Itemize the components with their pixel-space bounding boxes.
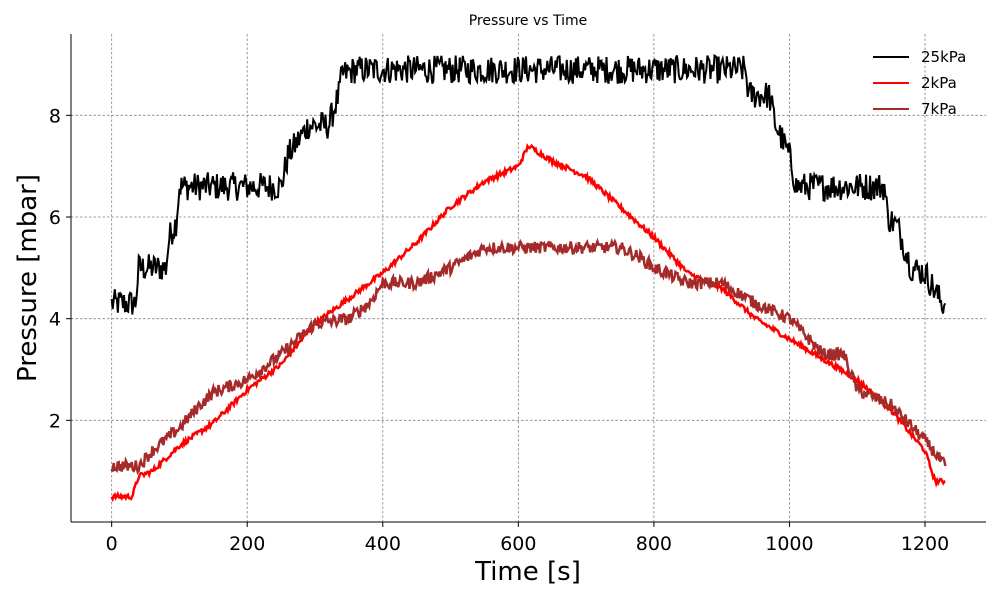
legend-label: 2kPa: [921, 74, 957, 92]
grid-lines: [71, 34, 986, 522]
series-lines: [110, 53, 947, 503]
y-tick-label: 4: [49, 309, 61, 331]
x-tick-label: 800: [636, 533, 672, 555]
x-tick-label: 200: [229, 533, 265, 555]
x-tick-label: 600: [500, 533, 536, 555]
x-tick-label: 0: [106, 533, 118, 555]
legend-label: 7kPa: [921, 100, 957, 118]
x-tick-label: 400: [365, 533, 401, 555]
legend-label: 25kPa: [921, 48, 966, 66]
series-line-2kpa: [110, 143, 946, 503]
x-tick-label: 1200: [901, 533, 949, 555]
y-axis-label: Pressure [mbar]: [13, 174, 43, 382]
legend: 25kPa 2kPa 7kPa: [873, 48, 966, 118]
x-tick-label: 1000: [765, 533, 813, 555]
x-axis-label: Time [s]: [474, 557, 581, 587]
y-tick-label: 8: [49, 105, 61, 127]
chart-title: Pressure vs Time: [469, 13, 588, 29]
series-line-7kpa: [110, 237, 947, 476]
series-line-25kpa: [110, 53, 947, 315]
axis-ticks: 0 200 400 600 800 1000 1200 2 4 6 8: [49, 105, 949, 555]
y-tick-label: 2: [49, 410, 61, 432]
y-tick-label: 6: [49, 207, 61, 229]
